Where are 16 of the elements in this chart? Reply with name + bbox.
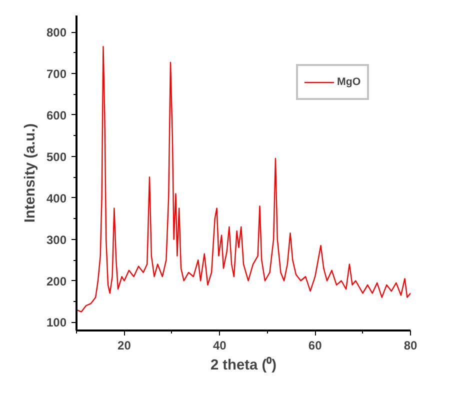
y-tick-label: 100 bbox=[46, 316, 67, 330]
y-tick-label: 400 bbox=[46, 191, 67, 206]
legend-label: MgO bbox=[337, 76, 361, 88]
x-tick-label: 20 bbox=[118, 338, 132, 352]
x-tick-label: 80 bbox=[404, 338, 418, 352]
x-tick-label: 60 bbox=[308, 338, 322, 352]
x-tick-label: 40 bbox=[212, 338, 227, 352]
x-axis-title: 2 theta (⁰) bbox=[210, 356, 277, 374]
y-tick-label: 700 bbox=[46, 67, 67, 82]
y-tick-label: 200 bbox=[46, 274, 67, 288]
line-series bbox=[76, 46, 410, 312]
y-axis-title: Intensity (a.u.) bbox=[22, 123, 38, 223]
y-tick-label: 600 bbox=[46, 108, 67, 122]
y-tick-label: 800 bbox=[46, 26, 67, 40]
y-tick-label: 500 bbox=[46, 150, 67, 164]
y-tick-label: 300 bbox=[46, 232, 67, 247]
